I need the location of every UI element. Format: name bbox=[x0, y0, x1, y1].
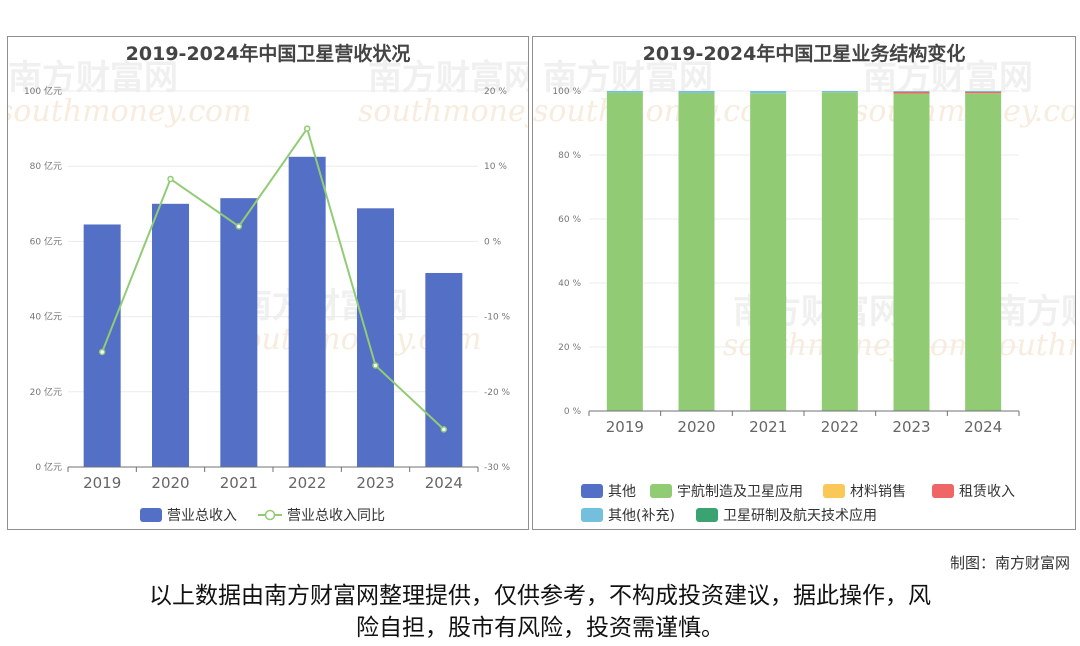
revenue-bar bbox=[83, 224, 121, 467]
x-axis-tick-label: 2020 bbox=[677, 418, 715, 436]
yoy-growth-point bbox=[440, 426, 448, 433]
legend-swatch bbox=[581, 508, 603, 522]
x-axis-tick-label: 2021 bbox=[220, 474, 258, 492]
legend-label: 其他(补充) bbox=[608, 508, 675, 524]
x-axis-tick-label: 2019 bbox=[606, 418, 644, 436]
revenue-chart-title: 2019-2024年中国卫星营收状况 bbox=[125, 43, 411, 65]
business-structure-chart-panel: 南方财富网southmoney.com南方财富网southmoney.com南方… bbox=[532, 36, 1076, 530]
legend-label-revenue: 营业总收入 bbox=[167, 508, 237, 524]
y-axis-left-tick-label: 100 亿元 bbox=[24, 85, 62, 97]
legend-swatch bbox=[932, 484, 954, 498]
y-axis-right-tick-label: -10 % bbox=[484, 313, 511, 323]
disclaimer-line-2: 险自担，股市有风险，投资需谨慎。 bbox=[356, 615, 724, 641]
y-axis-tick-label: 80 % bbox=[558, 151, 581, 161]
legend-swatch bbox=[823, 484, 845, 498]
revenue-bar bbox=[220, 198, 258, 467]
x-axis-tick-label: 2024 bbox=[964, 418, 1002, 436]
stacked-bar-segment bbox=[678, 91, 715, 93]
revenue-bar bbox=[357, 208, 394, 467]
x-axis-tick-label: 2021 bbox=[749, 418, 787, 436]
yoy-growth-point bbox=[303, 125, 311, 132]
y-axis-right-tick-label: -30 % bbox=[484, 463, 511, 473]
legend-label-yoy: 营业总收入同比 bbox=[287, 508, 385, 524]
y-axis-right-tick-label: 20 % bbox=[484, 87, 507, 97]
yoy-growth-line bbox=[101, 126, 445, 431]
y-axis-right-tick-label: 0 % bbox=[484, 237, 502, 247]
y-axis-left-tick-label: 60 亿元 bbox=[30, 235, 62, 247]
chart-credit: 制图：南方财富网 bbox=[949, 554, 1070, 572]
stacked-bar-segment bbox=[750, 93, 787, 412]
x-axis-tick-label: 2022 bbox=[821, 418, 859, 436]
yoy-growth-point bbox=[235, 223, 243, 230]
legend-label: 其他 bbox=[608, 484, 636, 500]
legend-label: 材料销售 bbox=[850, 484, 906, 500]
yoy-growth-point bbox=[98, 348, 106, 356]
legend-label: 卫星研制及航天技术应用 bbox=[723, 507, 877, 524]
legend-swatch bbox=[696, 508, 718, 522]
stacked-bar-segment bbox=[893, 93, 930, 411]
x-axis-tick-label: 2023 bbox=[892, 418, 930, 436]
disclaimer-line-1: 以上数据由南方财富网整理提供，仅供参考，不构成投资建议，据此操作，风 bbox=[149, 583, 931, 609]
y-axis-right-tick-label: -20 % bbox=[484, 388, 511, 398]
y-axis-left-tick-label: 40 亿元 bbox=[30, 311, 62, 323]
revenue-chart-panel: 南方财富网southmoney.com南方财富网southmoney.com南方… bbox=[7, 36, 529, 530]
legend-swatch-yoy-point bbox=[264, 509, 276, 521]
legend-swatch bbox=[581, 484, 603, 498]
stacked-bar-segment bbox=[965, 91, 1002, 92]
y-axis-right-tick-label: 10 % bbox=[484, 162, 507, 172]
yoy-growth-point bbox=[372, 362, 379, 369]
y-axis-left-tick-label: 80 亿元 bbox=[30, 160, 62, 172]
revenue-bar bbox=[152, 203, 189, 468]
y-axis-tick-label: 0 % bbox=[564, 407, 582, 417]
y-axis-left-tick-label: 20 亿元 bbox=[30, 386, 62, 398]
stacked-bar-segment bbox=[965, 93, 1002, 412]
business-structure-chart-title: 2019-2024年中国卫星业务结构变化 bbox=[642, 43, 966, 65]
revenue-bar bbox=[425, 272, 463, 467]
watermark-brand: 南方财富网 bbox=[993, 292, 1076, 332]
legend-label: 宇航制造及卫星应用 bbox=[677, 483, 803, 500]
watermark-site: southmoney.com bbox=[533, 94, 787, 129]
stacked-bar-segment bbox=[821, 91, 858, 93]
watermark-site: southmoney.com bbox=[358, 94, 529, 129]
stacked-bar-segment bbox=[893, 91, 930, 92]
y-axis-tick-label: 40 % bbox=[558, 279, 581, 289]
y-axis-left-tick-label: 0 亿元 bbox=[35, 461, 62, 473]
watermark-site: southmoney.com bbox=[8, 94, 252, 129]
watermark-site: southmoney.com bbox=[853, 94, 1076, 129]
y-axis-tick-label: 100 % bbox=[552, 87, 581, 97]
stacked-bar-segment bbox=[750, 91, 787, 94]
stacked-bar-segment bbox=[821, 92, 858, 411]
x-axis-tick-label: 2019 bbox=[83, 474, 121, 492]
x-axis-tick-label: 2023 bbox=[356, 474, 394, 492]
legend-swatch-revenue bbox=[140, 508, 162, 522]
stacked-bar-segment bbox=[606, 92, 643, 411]
x-axis-tick-label: 2022 bbox=[288, 474, 326, 492]
legend-swatch bbox=[650, 484, 672, 498]
x-axis-tick-label: 2020 bbox=[151, 474, 189, 492]
y-axis-tick-label: 20 % bbox=[558, 343, 581, 353]
stacked-bar-segment bbox=[606, 91, 643, 93]
yoy-growth-point bbox=[167, 175, 174, 183]
legend-label: 租赁收入 bbox=[959, 484, 1015, 500]
stacked-bar-segment bbox=[893, 91, 930, 94]
y-axis-tick-label: 60 % bbox=[558, 215, 581, 225]
stacked-bar-segment bbox=[965, 91, 1002, 94]
x-axis-tick-label: 2024 bbox=[425, 474, 463, 492]
revenue-chart: 南方财富网southmoney.com南方财富网southmoney.com南方… bbox=[8, 58, 529, 524]
stacked-bar-segment bbox=[678, 92, 715, 412]
revenue-bar bbox=[288, 156, 326, 468]
business-structure-chart: 南方财富网southmoney.com南方财富网southmoney.com南方… bbox=[533, 58, 1076, 524]
